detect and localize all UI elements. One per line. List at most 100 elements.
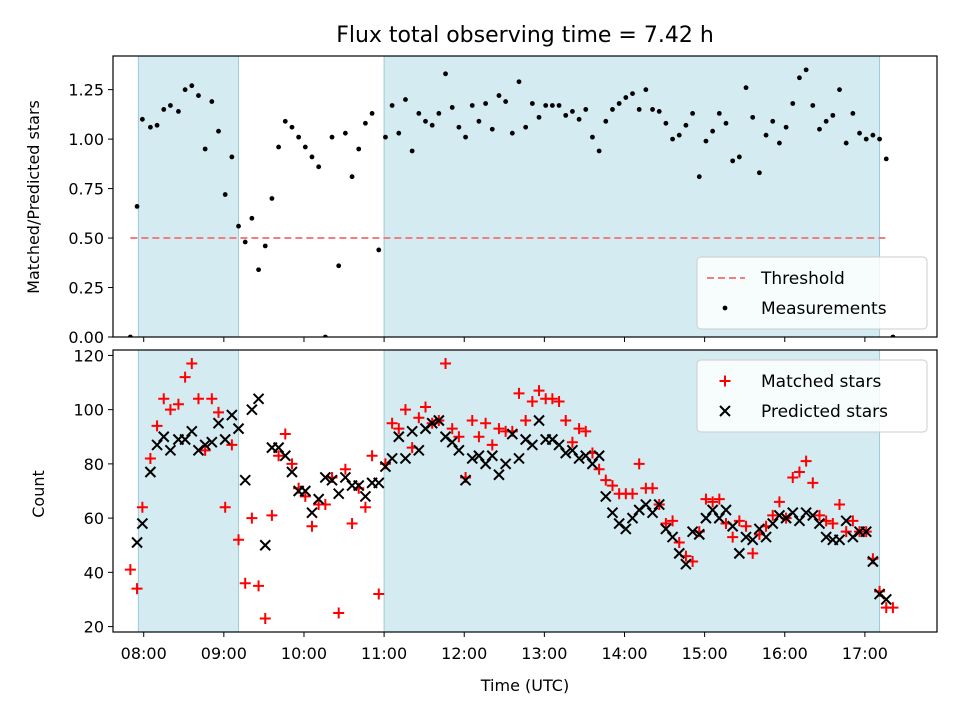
- predicted-star-point: [131, 536, 143, 549]
- predicted-star-point: [720, 504, 732, 516]
- predicted-star-point: [232, 422, 245, 435]
- predicted-star-point: [680, 558, 692, 570]
- matched-star-point: [740, 520, 752, 532]
- measurement-point: [529, 101, 535, 106]
- bottom-points-group: [124, 358, 899, 624]
- predicted-star-point: [299, 485, 312, 497]
- legend-label: Matched stars: [761, 372, 881, 392]
- predicted-star-point: [186, 425, 198, 438]
- legend-label: Threshold: [760, 269, 845, 289]
- matched-star-point: [158, 393, 170, 405]
- matched-star-point: [399, 404, 411, 416]
- matched-star-point: [493, 423, 505, 435]
- predicted-star-point: [433, 414, 445, 427]
- chart-title: Flux total observing time = 7.42 h: [336, 23, 714, 48]
- legend-label: Measurements: [761, 299, 887, 319]
- y-tick-label: 80: [84, 455, 104, 474]
- matched-star-point: [179, 371, 191, 383]
- measurement-point: [837, 87, 842, 93]
- measurement-point: [810, 103, 816, 108]
- predicted-star-point: [199, 439, 211, 451]
- measurement-point: [349, 174, 355, 180]
- top-points-group: [127, 67, 896, 337]
- x-tick-label: 10:00: [281, 644, 327, 663]
- matched-star-point: [767, 509, 779, 521]
- matched-star-point: [233, 534, 245, 546]
- measurement-point: [302, 144, 308, 150]
- x-tick-label: 15:00: [682, 644, 728, 663]
- measurement-point: [843, 140, 849, 146]
- predicted-star-point: [413, 444, 425, 457]
- predicted-star-point: [666, 531, 679, 543]
- measurement-point: [202, 146, 208, 152]
- predicted-star-point: [526, 439, 539, 451]
- predicted-star-point: [252, 393, 265, 405]
- matched-star-point: [526, 396, 538, 408]
- matched-star-point: [213, 406, 225, 418]
- predicted-star-point: [179, 433, 191, 446]
- measurement-point: [229, 154, 235, 160]
- matched-star-point: [306, 520, 318, 532]
- measurement-point: [429, 122, 435, 128]
- measurement-point: [877, 136, 882, 142]
- predicted-star-point: [312, 493, 325, 505]
- measurement-point: [296, 134, 302, 140]
- measurement-point: [716, 110, 722, 116]
- measurement-point: [636, 107, 642, 112]
- measurement-point: [316, 164, 322, 170]
- matched-star-point: [486, 439, 498, 451]
- y-tick-label: 0.00: [68, 328, 104, 347]
- measurement-point: [583, 107, 589, 112]
- matched-star-point: [206, 393, 218, 405]
- measurement-point: [543, 103, 549, 108]
- predicted-star-point: [860, 525, 872, 538]
- matched-star-point: [813, 509, 825, 521]
- measurement-point: [389, 103, 395, 108]
- measurement-point: [416, 110, 422, 116]
- y-tick-label: 100: [73, 401, 104, 420]
- measurement-point: [383, 134, 388, 140]
- measurement-point: [676, 132, 682, 138]
- predicted-star-point: [553, 439, 565, 451]
- measurement-point: [590, 134, 595, 140]
- measurement-point: [154, 122, 160, 128]
- measurement-point: [456, 124, 462, 130]
- predicted-star-point: [136, 517, 149, 530]
- legend-box: [696, 359, 928, 433]
- measurement-point: [556, 103, 562, 108]
- measurement-point: [256, 267, 261, 273]
- measurement-point: [182, 87, 188, 93]
- matched-star-point: [246, 512, 258, 524]
- measurement-point: [409, 148, 415, 154]
- x-tick-label: 12:00: [441, 644, 487, 663]
- measurement-point: [423, 118, 428, 124]
- predicted-star-point: [259, 539, 271, 551]
- x-tick-label: 13:00: [521, 644, 567, 663]
- matched-star-point: [700, 493, 712, 505]
- x-tick-label: 14:00: [601, 644, 647, 663]
- matched-star-point: [513, 387, 525, 399]
- matched-star-point: [131, 583, 143, 595]
- observing-interval-band: [138, 56, 239, 337]
- predicted-star-point: [506, 428, 519, 440]
- predicted-star-point: [359, 490, 372, 503]
- measurement-point: [576, 116, 582, 122]
- measurement-point: [823, 118, 829, 124]
- y-tick-label: 40: [84, 563, 104, 582]
- matched-star-point: [319, 499, 331, 511]
- predicted-star-point: [473, 450, 485, 462]
- predicted-star-point: [560, 447, 572, 459]
- predicted-star-point: [653, 498, 665, 511]
- measurement-point: [683, 122, 689, 128]
- predicted-star-point: [600, 490, 612, 503]
- x-tick-label: 09:00: [201, 644, 247, 663]
- measurement-point: [750, 114, 756, 120]
- predicted-star-point: [219, 433, 231, 446]
- x-tick-label: 11:00: [361, 644, 407, 663]
- predicted-star-point: [746, 534, 759, 546]
- matched-star-point: [219, 501, 231, 513]
- predicted-star-point: [513, 452, 525, 465]
- measurement-point: [736, 154, 742, 160]
- matched-star-point: [266, 509, 278, 521]
- measurement-point: [696, 174, 702, 180]
